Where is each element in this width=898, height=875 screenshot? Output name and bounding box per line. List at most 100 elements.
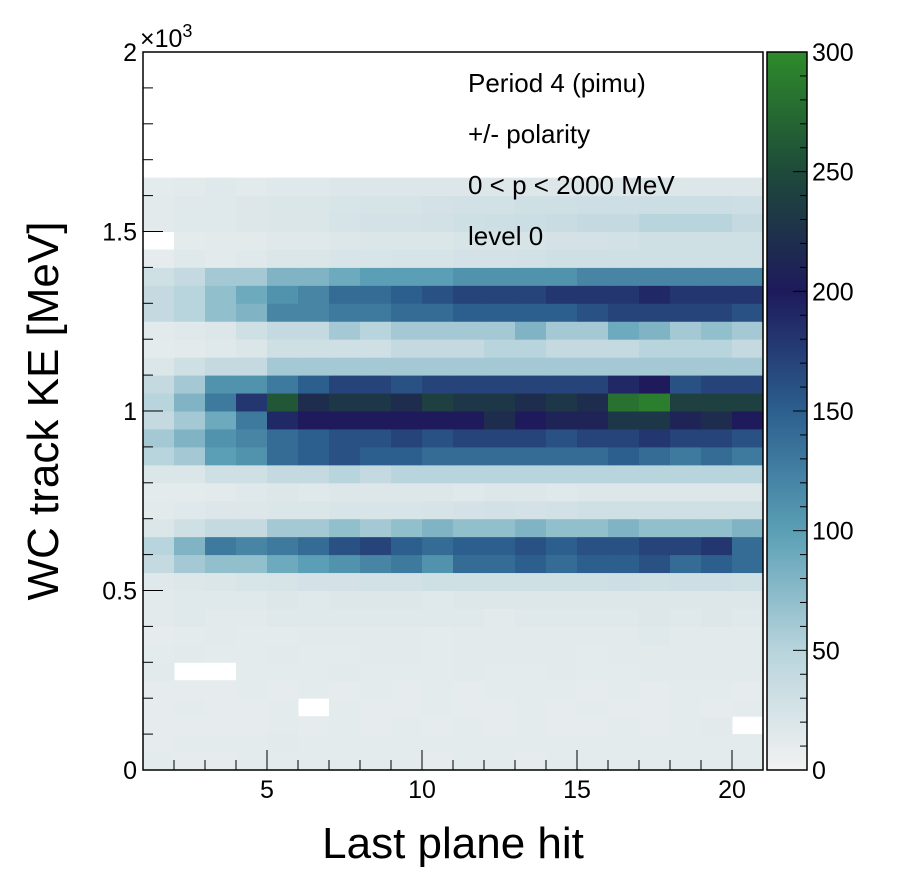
heatmap-cell: [329, 446, 361, 466]
heatmap-cell: [422, 213, 454, 232]
heatmap-cell: [546, 375, 578, 394]
heatmap-cell: [453, 626, 485, 645]
heatmap-cell: [670, 626, 702, 645]
heatmap-cell: [701, 303, 733, 322]
heatmap-cell: [391, 411, 423, 430]
heatmap-cell: [577, 626, 609, 645]
heatmap-cell: [577, 213, 609, 232]
heatmap-cell: [546, 393, 578, 412]
heatmap-cell: [670, 500, 702, 520]
heatmap-cell: [732, 267, 764, 286]
heatmap-cell: [360, 446, 392, 466]
heatmap-cell: [205, 249, 237, 268]
heatmap-cell: [205, 644, 237, 663]
heatmap-cell: [205, 500, 237, 520]
heatmap-cell: [205, 716, 237, 735]
heatmap-cell: [143, 428, 175, 448]
heatmap-cell: [391, 662, 423, 681]
heatmap-cell: [732, 285, 764, 304]
heatmap-cell: [546, 554, 578, 574]
heatmap-cell: [732, 446, 764, 466]
heatmap-cell: [391, 626, 423, 645]
heatmap-cell: [701, 518, 733, 538]
heatmap-cell: [329, 662, 361, 681]
heatmap-cell: [143, 608, 175, 627]
heatmap-cell: [546, 608, 578, 627]
heatmap-cell: [732, 464, 764, 484]
heatmap-cell: [298, 680, 330, 699]
heatmap-cell: [732, 554, 764, 574]
heatmap-cell: [732, 213, 764, 232]
heatmap-cell: [577, 393, 609, 412]
heatmap-cell: [701, 482, 733, 502]
heatmap-cell: [205, 285, 237, 304]
heatmap-cell: [701, 608, 733, 627]
heatmap-cell: [484, 375, 516, 394]
colorbar-tick-label: 200: [812, 278, 854, 306]
heatmap-cell: [360, 464, 392, 484]
heatmap-cell: [360, 285, 392, 304]
heatmap-cell: [577, 428, 609, 448]
heatmap-cell: [732, 752, 764, 771]
heatmap-cell: [639, 608, 671, 627]
heatmap-cell: [360, 680, 392, 699]
heatmap-cell: [267, 267, 299, 286]
heatmap-cell: [484, 554, 516, 574]
heatmap-cell: [701, 554, 733, 574]
heatmap-cell: [515, 411, 547, 430]
heatmap-cell: [577, 554, 609, 574]
heatmap-cell: [298, 662, 330, 681]
heatmap-cell: [670, 608, 702, 627]
heatmap-cell: [515, 716, 547, 735]
heatmap-cell: [608, 734, 640, 753]
heatmap-cell: [329, 608, 361, 627]
heatmap-cell: [453, 213, 485, 232]
heatmap-cell: [639, 698, 671, 717]
heatmap-cell: [360, 716, 392, 735]
heatmap-cell: [701, 213, 733, 232]
heatmap-cell: [391, 213, 423, 232]
heatmap-cell: [236, 428, 268, 448]
heatmap-cell: [267, 626, 299, 645]
heatmap-cell: [484, 680, 516, 699]
y-axis-multiplier: ×103: [140, 21, 192, 53]
annotation-momentum: 0 < p < 2000 MeV: [468, 170, 675, 200]
heatmap-cell: [484, 464, 516, 484]
heatmap-cell: [236, 177, 268, 197]
heatmap-cell: [422, 572, 454, 591]
heatmap-cell: [391, 285, 423, 304]
heatmap-cell: [608, 662, 640, 681]
heatmap-cell: [732, 644, 764, 663]
heatmap-cell: [577, 177, 609, 197]
heatmap-cell: [174, 464, 206, 484]
heatmap-cell: [205, 590, 237, 609]
heatmap-cell: [515, 590, 547, 609]
heatmap-cell: [639, 213, 671, 232]
heatmap-cell: [670, 339, 702, 358]
heatmap-cell: [329, 590, 361, 609]
heatmap-cell: [546, 698, 578, 717]
heatmap-cell: [608, 752, 640, 771]
y-tick-label: 0.5: [102, 578, 137, 606]
heatmap-cell: [391, 357, 423, 376]
heatmap-cell: [391, 446, 423, 466]
heatmap-cell: [639, 231, 671, 250]
heatmap-cell: [670, 285, 702, 304]
heatmap-cell: [732, 518, 764, 538]
heatmap-cell: [143, 536, 175, 556]
heatmap-cell: [484, 698, 516, 717]
heatmap-cell: [515, 375, 547, 394]
heatmap-cell: [422, 644, 454, 663]
heatmap-cell: [701, 393, 733, 412]
heatmap-cell: [360, 608, 392, 627]
heatmap-cell: [484, 716, 516, 735]
heatmap-cell: [329, 249, 361, 268]
heatmap-cell: [577, 536, 609, 556]
heatmap-cell: [515, 464, 547, 484]
heatmap-cell: [174, 213, 206, 232]
heatmap-cell: [267, 321, 299, 340]
heatmap-cell: [453, 518, 485, 538]
heatmap-cell: [515, 518, 547, 538]
heatmap-cell: [236, 734, 268, 753]
heatmap-cell: [484, 195, 516, 215]
